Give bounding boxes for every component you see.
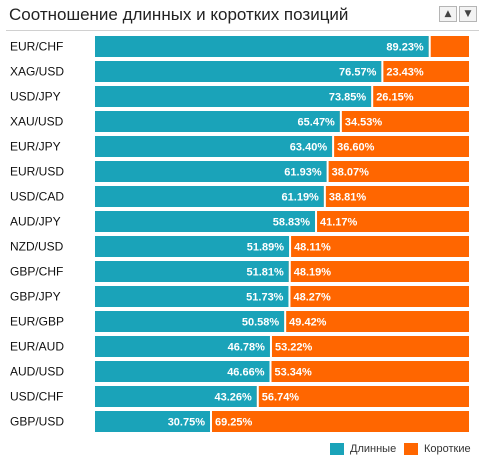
bar-separator bbox=[289, 236, 292, 257]
bar-long bbox=[95, 61, 382, 82]
short-value-label: 38.07% bbox=[332, 167, 370, 179]
bar-long bbox=[95, 36, 429, 57]
long-value-label: 51.81% bbox=[246, 267, 284, 279]
legend-label-long: Длинные bbox=[350, 443, 397, 455]
short-value-label: 69.25% bbox=[215, 417, 253, 429]
bar-separator bbox=[381, 61, 384, 82]
sort-controls: ▲ ▼ bbox=[439, 6, 477, 22]
category-label: EUR/USD bbox=[10, 165, 64, 179]
short-value-label: 56.74% bbox=[262, 392, 300, 404]
short-value-label: 34.53% bbox=[345, 117, 383, 129]
long-value-label: 51.89% bbox=[247, 242, 285, 254]
title-divider bbox=[6, 30, 479, 31]
bar-separator bbox=[256, 386, 259, 407]
bar-long bbox=[95, 261, 289, 282]
bar-separator bbox=[288, 286, 291, 307]
bar-separator bbox=[323, 186, 326, 207]
bar-long bbox=[95, 136, 333, 157]
category-label: USD/CHF bbox=[10, 390, 63, 404]
short-value-label: 53.34% bbox=[275, 367, 313, 379]
chart-title: Соотношение длинных и коротких позиций bbox=[9, 5, 349, 24]
long-value-label: 46.78% bbox=[228, 342, 266, 354]
short-value-label: 49.42% bbox=[289, 317, 327, 329]
category-label: AUD/USD bbox=[10, 365, 64, 379]
long-short-bar-chart: EUR/CHF 89.23% XAG/USD 76.57% 23.43% USD/JPY 7… bbox=[10, 36, 469, 432]
chart-legend: Длинные Короткие bbox=[0, 443, 485, 459]
short-value-label: 53.22% bbox=[275, 342, 313, 354]
long-value-label: 76.57% bbox=[339, 67, 377, 79]
category-label: NZD/USD bbox=[10, 240, 64, 254]
bar-long bbox=[95, 86, 372, 107]
bar-separator bbox=[326, 161, 329, 182]
bar-separator bbox=[284, 311, 287, 332]
long-value-label: 63.40% bbox=[290, 142, 328, 154]
short-value-label: 23.43% bbox=[386, 67, 424, 79]
long-value-label: 51.73% bbox=[246, 292, 284, 304]
short-value-label: 26.15% bbox=[376, 92, 414, 104]
category-label: XAU/USD bbox=[10, 115, 64, 129]
category-label: AUD/JPY bbox=[10, 215, 61, 229]
bar-separator bbox=[288, 261, 291, 282]
long-value-label: 43.26% bbox=[214, 392, 252, 404]
bar-long bbox=[95, 361, 270, 382]
long-value-label: 73.85% bbox=[329, 92, 367, 104]
bar-long bbox=[95, 286, 289, 307]
category-label: GBP/JPY bbox=[10, 290, 61, 304]
legend-label-short: Короткие bbox=[424, 443, 471, 455]
triangle-down-icon[interactable]: ▼ bbox=[459, 6, 477, 22]
legend-item-short: Короткие bbox=[404, 443, 471, 455]
category-label: EUR/JPY bbox=[10, 140, 61, 154]
long-value-label: 30.75% bbox=[168, 417, 206, 429]
category-label: USD/CAD bbox=[10, 190, 64, 204]
bar-long bbox=[95, 311, 285, 332]
short-value-label: 48.11% bbox=[294, 242, 331, 254]
bar-long bbox=[95, 386, 257, 407]
long-value-label: 46.66% bbox=[227, 367, 265, 379]
bar-separator bbox=[269, 361, 272, 382]
bar-long bbox=[95, 161, 327, 182]
category-label: EUR/GBP bbox=[10, 315, 64, 329]
bar-long bbox=[95, 211, 316, 232]
bar-separator bbox=[210, 411, 213, 432]
bar-separator bbox=[371, 86, 374, 107]
bar-separator bbox=[339, 111, 342, 132]
short-value-label: 48.19% bbox=[294, 267, 332, 279]
bar-long bbox=[95, 236, 290, 257]
category-label: EUR/AUD bbox=[10, 340, 64, 354]
category-label: GBP/USD bbox=[10, 415, 64, 429]
short-value-label: 36.60% bbox=[337, 142, 375, 154]
bar-long bbox=[95, 336, 270, 357]
short-value-label: 38.81% bbox=[329, 192, 367, 204]
category-label: USD/JPY bbox=[10, 90, 61, 104]
legend-item-long: Длинные bbox=[330, 443, 396, 455]
bar-long bbox=[95, 111, 340, 132]
short-value-label: 41.17% bbox=[320, 217, 358, 229]
long-value-label: 58.83% bbox=[273, 217, 311, 229]
bar-separator bbox=[269, 336, 272, 357]
short-value-label: 48.27% bbox=[293, 292, 331, 304]
bar-separator bbox=[332, 136, 335, 157]
category-label: GBP/CHF bbox=[10, 265, 63, 279]
long-value-label: 50.58% bbox=[242, 317, 280, 329]
long-value-label: 65.47% bbox=[298, 117, 336, 129]
legend-swatch-long bbox=[330, 443, 344, 455]
long-value-label: 89.23% bbox=[386, 42, 424, 54]
category-label: EUR/CHF bbox=[10, 40, 63, 54]
bar-long bbox=[95, 186, 324, 207]
bar-separator bbox=[428, 36, 431, 57]
category-label: XAG/USD bbox=[10, 65, 64, 79]
triangle-up-icon[interactable]: ▲ bbox=[439, 6, 457, 22]
bar-separator bbox=[315, 211, 318, 232]
long-value-label: 61.93% bbox=[284, 167, 322, 179]
legend-swatch-short bbox=[404, 443, 418, 455]
long-value-label: 61.19% bbox=[282, 192, 320, 204]
bar-long bbox=[95, 411, 211, 432]
